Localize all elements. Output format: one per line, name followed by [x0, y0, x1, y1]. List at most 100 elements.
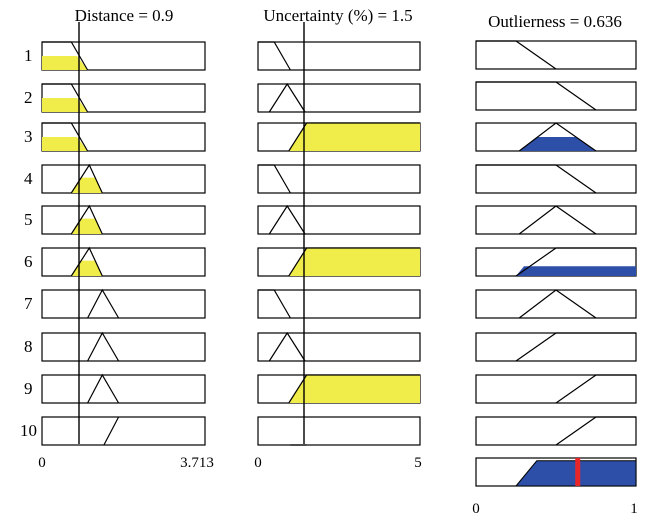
distance-rule-1-cell [41, 41, 206, 71]
outlierness-rule-4-cell [475, 164, 637, 194]
outlierness-rule-box[interactable] [475, 81, 637, 111]
outlierness-rule-box[interactable] [475, 40, 637, 70]
uncertainty-activation-fill [288, 123, 420, 151]
outlierness-rule-5-cell [475, 205, 637, 235]
defuzzified-output-marker [575, 458, 581, 486]
uncertainty-membership-function [288, 374, 420, 404]
distance-membership-function [42, 83, 89, 113]
outlierness-membership-function [555, 416, 636, 446]
uncertainty-column [257, 41, 421, 446]
rule-number-column: 1 2 3 4 5 6 7 8 9 10 [20, 46, 37, 440]
distance-rule-8-cell [41, 331, 206, 362]
uncertainty-rule-box[interactable] [257, 205, 421, 235]
outlierness-rule-9-cell [475, 374, 637, 404]
distance-rule-9-cell [41, 373, 206, 404]
outlierness-activation-fill [519, 137, 596, 151]
outlierness-rule-10-cell [475, 416, 637, 446]
outlierness-axis-min: 0 [472, 501, 480, 517]
uncertainty-rule-1-cell [257, 41, 421, 71]
distance-membership-function [87, 373, 120, 404]
outlierness-rule-box[interactable] [475, 164, 637, 194]
distance-rule-box[interactable] [41, 247, 206, 277]
uncertainty-rule-4-cell [257, 164, 421, 194]
uncertainty-membership-function [288, 122, 420, 152]
distance-rule-box[interactable] [41, 416, 206, 446]
distance-activation-fill [42, 98, 88, 112]
uncertainty-axis-max: 5 [414, 455, 422, 471]
distance-rule-box[interactable] [41, 332, 206, 362]
distance-rule-5-cell [41, 204, 206, 235]
distance-rule-box[interactable] [41, 374, 206, 404]
outlierness-membership-function [476, 81, 597, 111]
uncertainty-rule-box[interactable] [257, 332, 421, 362]
rule-number: 9 [24, 379, 33, 398]
uncertainty-membership-function [258, 289, 291, 319]
distance-membership-function [42, 122, 89, 152]
distance-membership-function [70, 204, 103, 235]
uncertainty-rule-3-cell [257, 122, 421, 152]
outlierness-membership-function [476, 164, 597, 194]
uncertainty-rule-6-cell [257, 247, 421, 277]
distance-membership-function [70, 163, 103, 194]
uncertainty-axis-min: 0 [254, 455, 262, 471]
uncertainty-rule-box[interactable] [257, 416, 421, 446]
uncertainty-rule-5-cell [257, 204, 421, 235]
distance-rule-box[interactable] [41, 289, 206, 319]
outlierness-rule-box[interactable] [475, 374, 637, 404]
aggregated-output [475, 457, 637, 487]
uncertainty-rule-8-cell [257, 331, 421, 362]
outlierness-rule-box[interactable] [475, 416, 637, 446]
outlierness-rule-box[interactable] [475, 332, 637, 362]
distance-axis-max: 3.713 [180, 455, 214, 471]
uncertainty-rule-7-cell [257, 289, 421, 319]
outlierness-membership-function [555, 374, 636, 404]
distance-column [41, 41, 206, 446]
uncertainty-rule-box[interactable] [257, 41, 421, 71]
uncertainty-rule-2-cell [257, 82, 421, 113]
uncertainty-membership-function [288, 247, 420, 277]
outlierness-rule-7-cell [475, 289, 637, 319]
uncertainty-rule-box[interactable] [257, 164, 421, 194]
outlierness-rule-3-cell [475, 122, 637, 152]
uncertainty-activation-fill [288, 248, 420, 276]
uncertainty-activation-fill [288, 375, 420, 403]
outlierness-rule-8-cell [475, 332, 637, 362]
distance-membership-function [103, 416, 120, 446]
distance-activation-fill [42, 56, 88, 70]
rule-number: 1 [24, 46, 33, 65]
rule-number: 10 [20, 421, 37, 440]
uncertainty-rule-9-cell [257, 374, 421, 404]
uncertainty-rule-box[interactable] [257, 83, 421, 113]
uncertainty-rule-10-cell [257, 416, 421, 446]
distance-rule-3-cell [41, 122, 206, 152]
outlierness-rule-box[interactable] [475, 289, 637, 319]
rule-number: 6 [24, 252, 33, 271]
distance-activation-fill [42, 137, 88, 151]
outlierness-title: Outlierness = 0.636 [488, 12, 622, 31]
uncertainty-membership-function [268, 331, 306, 362]
rule-number: 7 [24, 294, 33, 313]
distance-rule-box[interactable] [41, 164, 206, 194]
uncertainty-membership-function [258, 164, 291, 194]
distance-membership-function [42, 41, 89, 71]
outlierness-rule-box[interactable] [475, 205, 637, 235]
outlierness-column [475, 40, 637, 446]
outlierness-rule-2-cell [475, 81, 637, 111]
distance-rule-4-cell [41, 163, 206, 194]
distance-rule-box[interactable] [41, 205, 206, 235]
outlierness-membership-function [518, 289, 597, 319]
uncertainty-rule-box[interactable] [257, 289, 421, 319]
outlierness-membership-function [515, 332, 636, 362]
uncertainty-membership-function [268, 204, 306, 235]
rule-number: 8 [24, 337, 33, 356]
uncertainty-title: Uncertainty (%) = 1.5 [263, 6, 412, 25]
distance-rule-10-cell [41, 416, 206, 446]
distance-rule-7-cell [41, 288, 206, 319]
rule-number: 4 [24, 169, 33, 188]
outlierness-membership-function [515, 247, 636, 277]
distance-axis-min: 0 [38, 455, 46, 471]
outlierness-membership-function [476, 40, 557, 70]
rule-number: 2 [24, 88, 33, 107]
outlierness-activation-fill [516, 266, 636, 276]
